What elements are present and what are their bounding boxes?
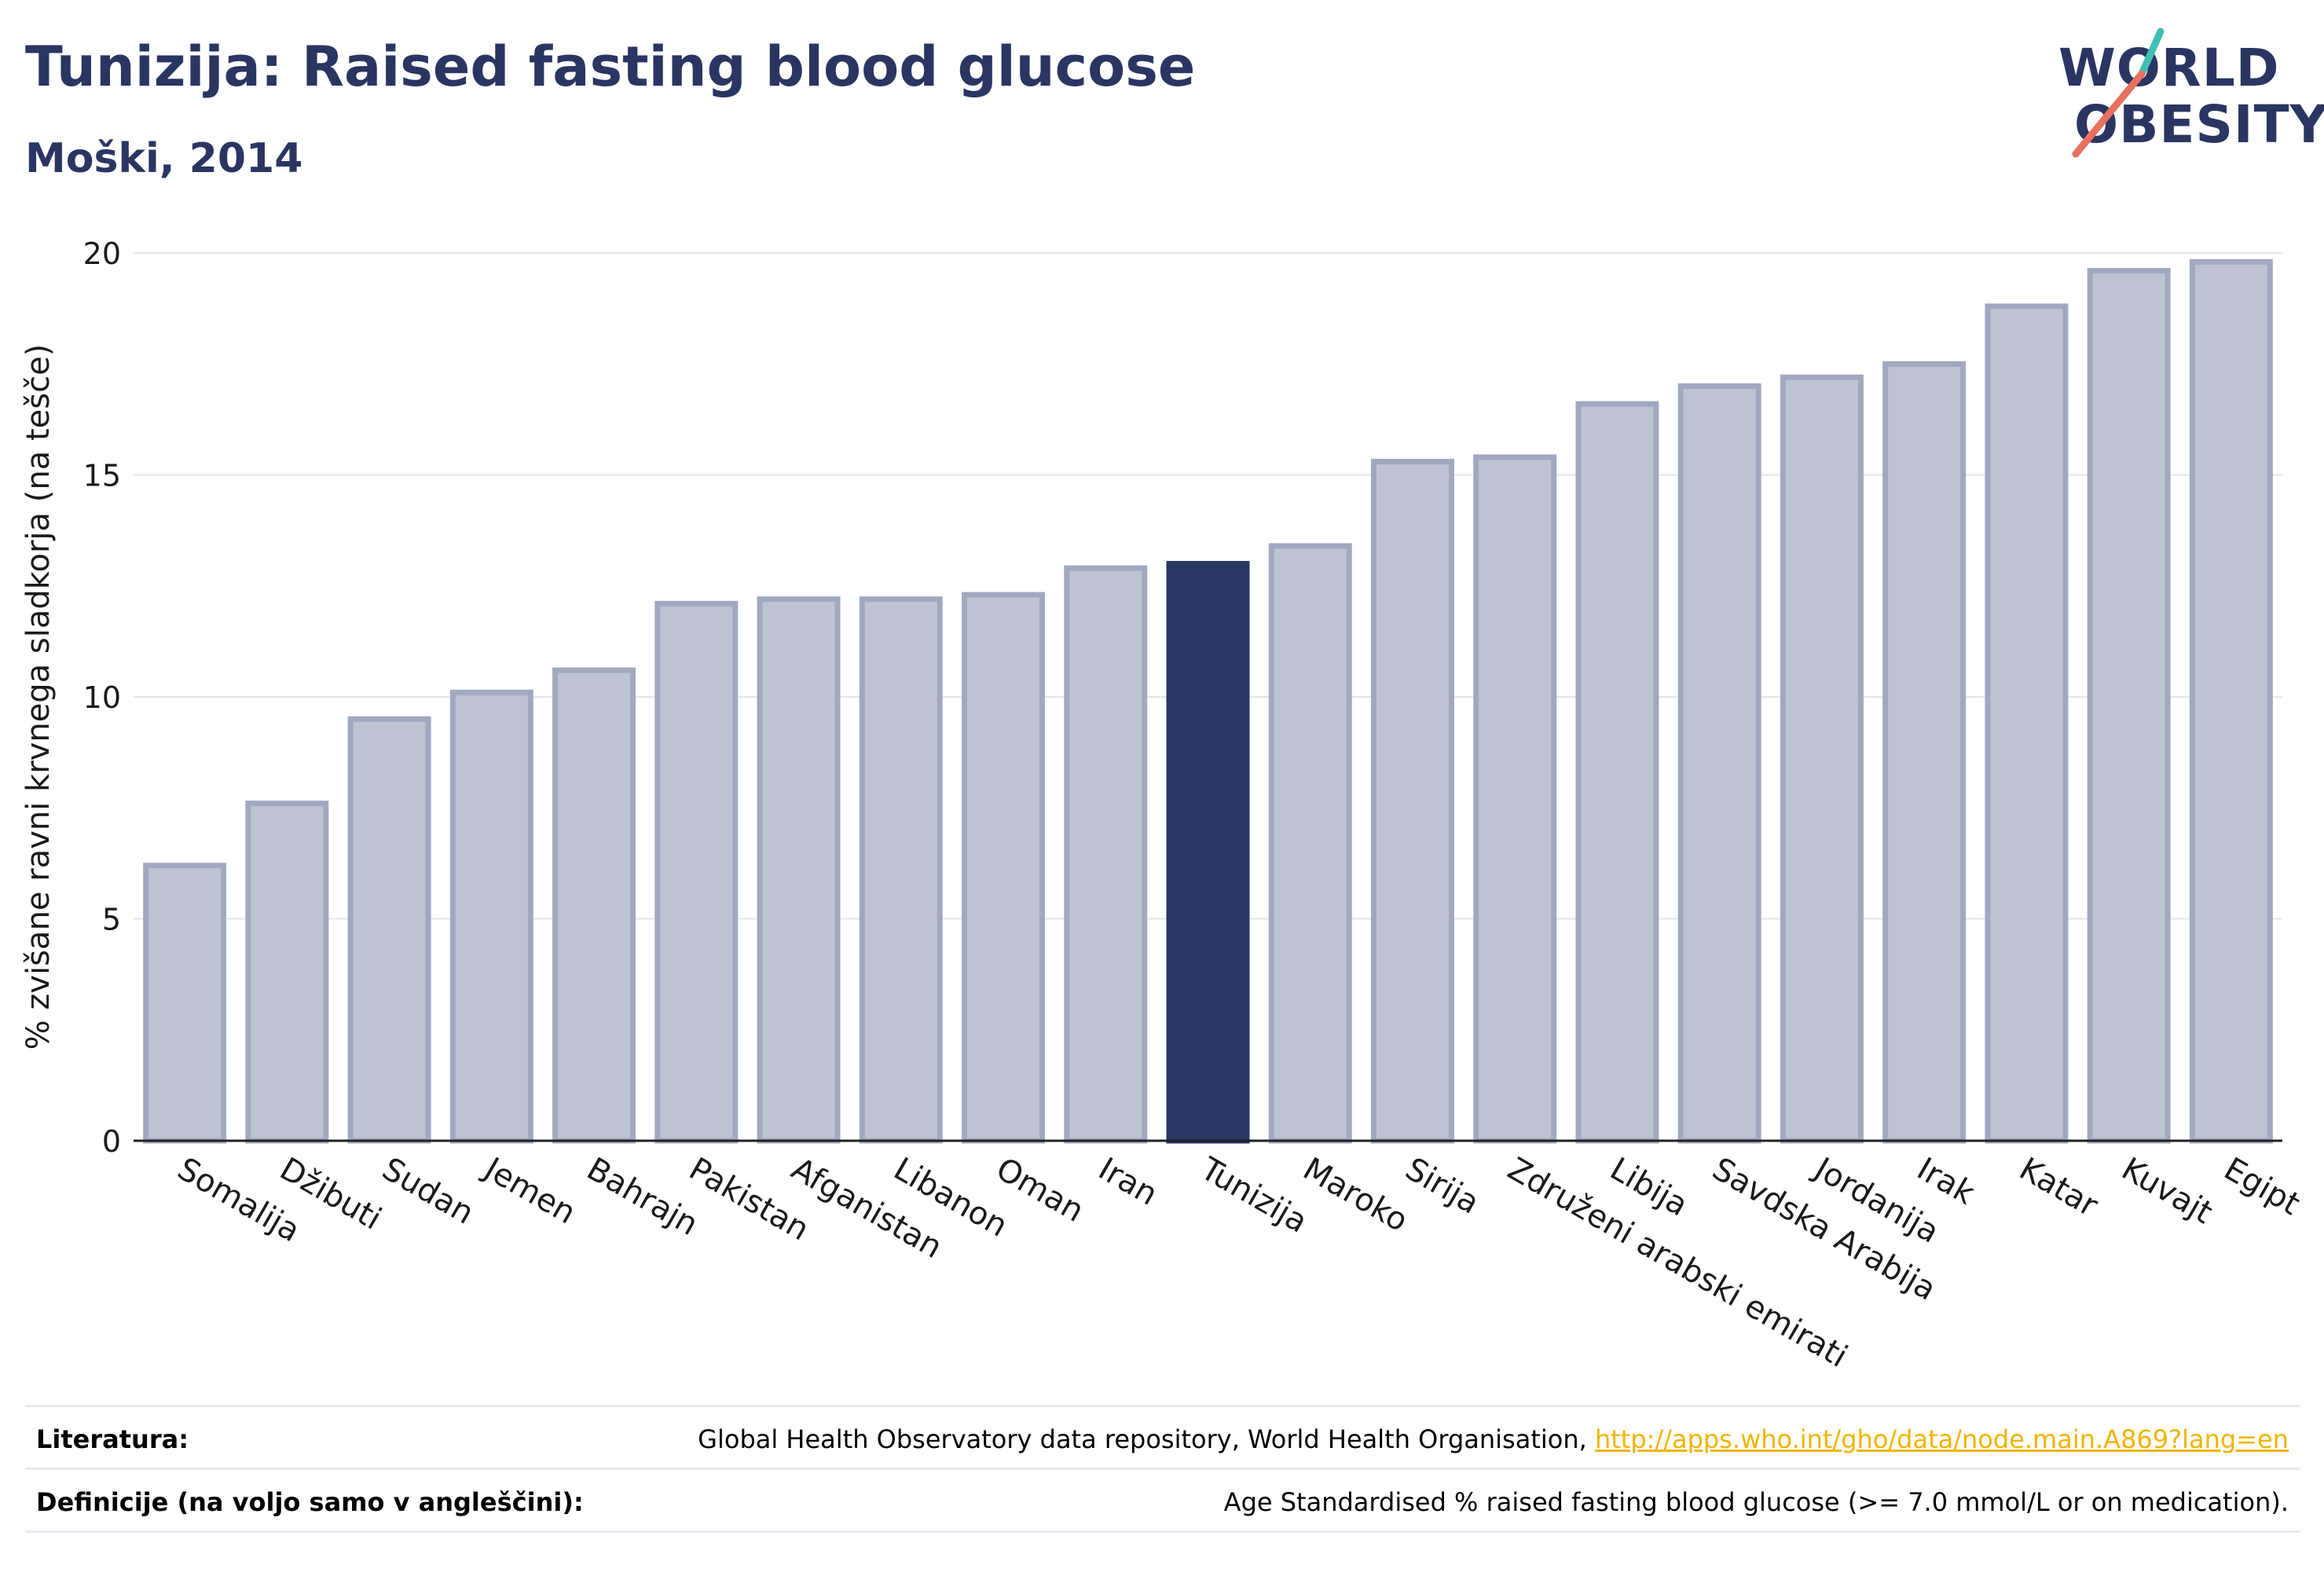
bar-združeni-arabski-emirati [1473,454,1557,1144]
x-tick-label: Kuvajt [2116,1151,2219,1231]
logo-slash-icon [2072,27,2165,158]
bar-oman [962,592,1046,1144]
bar-egipt [2189,258,2273,1144]
literature-value: Global Health Observatory data repositor… [698,1424,2289,1454]
world-obesity-logo: WORLD OBESITY [2051,24,2324,165]
y-axis-label: % zvišane ravni krvnega sladkorja (na te… [20,344,57,1050]
bar-iran [1064,565,1148,1144]
definitions-label: Definicije (na voljo samo v angleščini): [36,1487,584,1517]
literature-label: Literatura: [36,1424,189,1454]
bar-džibuti [245,801,329,1144]
bar-katar [1985,303,2069,1144]
x-tick-label: Jemen [476,1149,581,1231]
bar-sudan [347,716,431,1144]
literature-text: Global Health Observatory data repositor… [698,1424,1587,1454]
footer-bottom-border [25,1530,2300,1533]
x-tick-label: Bahrajn [581,1151,704,1243]
bar-chart: 05101520SomalijaDžibutiSudanJemenBahrajn… [20,236,2306,1375]
y-tick-label: 0 [102,1124,121,1159]
bar-jordanija [1780,374,1864,1144]
y-tick-label: 10 [83,680,121,715]
footer-row-definitions: Definicije (na voljo samo v angleščini):… [25,1468,2300,1531]
x-tick-label: Irak [1911,1151,1981,1212]
bar-savdska-arabija [1677,383,1761,1144]
x-tick-label: Sudan [376,1151,480,1232]
literature-link[interactable]: http://apps.who.int/gho/data/node.main.A… [1594,1424,2289,1454]
y-tick-label: 5 [102,903,121,937]
bars [143,258,2273,1144]
definitions-text: Age Standardised % raised fasting blood … [1223,1487,2289,1517]
chart-subtitle: Moški, 2014 [25,135,303,182]
x-tick-label: Katar [2013,1151,2104,1224]
y-tick-label: 15 [83,459,121,493]
logo-line-1: WORLD [2058,38,2280,98]
chart-title: Tunizija: Raised fasting blood glucose [25,35,1196,99]
bar-sirija [1370,459,1454,1144]
bar-pakistan [654,600,739,1144]
x-tick-label: Maroko [1297,1151,1414,1239]
bar-kuvajt [2087,268,2171,1144]
bar-bahrajn [552,667,636,1144]
x-tick-label: Egipt [2218,1151,2306,1222]
x-tick-label: Tunizija [1194,1150,1314,1240]
y-tick-label: 20 [83,236,121,271]
bar-maroko [1268,543,1352,1144]
x-tick-label: Iran [1092,1151,1164,1213]
bar-tunizija [1166,561,1250,1144]
footer-row-literature: Literatura: Global Health Observatory da… [25,1405,2300,1468]
bar-libanon [859,596,943,1144]
bar-irak [1882,361,1967,1144]
bar-somalija [143,863,227,1144]
bar-libija [1575,401,1659,1144]
bar-jemen [449,689,533,1144]
bar-afganistan [757,596,841,1144]
